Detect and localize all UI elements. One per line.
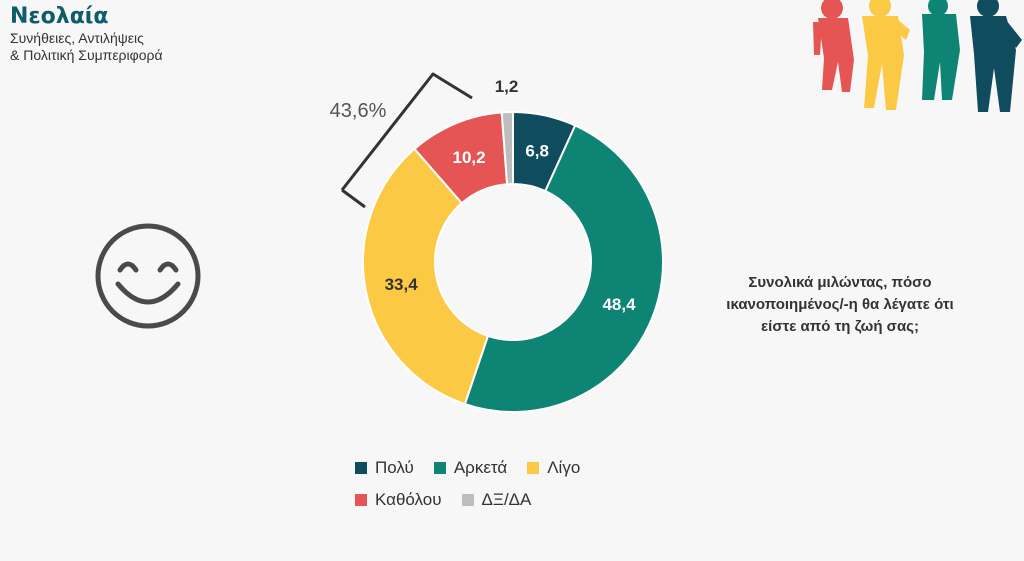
silhouette-yellow: [862, 0, 910, 110]
legend-item-arketa: Αρκετά: [433, 458, 508, 478]
slice-arketa: [463, 124, 665, 413]
legend-item-ligo: Λίγο: [527, 458, 580, 478]
legend: Πολύ Αρκετά Λίγο Καθόλου ΔΞ/ΔΑ: [355, 452, 580, 516]
legend-item-dxda: ΔΞ/ΔΑ: [461, 490, 532, 510]
silhouette-green: [922, 0, 960, 100]
legend-swatch: [433, 462, 446, 474]
bracket-annotation: [340, 72, 473, 209]
legend-row-1: Πολύ Αρκετά Λίγο: [355, 452, 580, 484]
legend-label: Καθόλου: [375, 490, 442, 509]
brand-title: Νεολαία: [10, 4, 109, 29]
data-label-dxda: 1,2: [495, 77, 519, 96]
survey-question: Συνολικά μιλώντας, πόσο ικανοποιημένος/-…: [726, 274, 954, 335]
bracket-label: 43,6%: [330, 100, 387, 122]
silhouette-red: [813, 0, 854, 92]
silhouette-teal: [970, 0, 1022, 112]
legend-row-2: Καθόλου ΔΞ/ΔΑ: [355, 484, 580, 516]
data-label-polu: 6,8: [525, 142, 549, 161]
legend-swatch: [355, 494, 367, 506]
legend-swatch: [461, 494, 474, 506]
legend-swatch: [355, 462, 367, 474]
legend-swatch: [527, 462, 540, 474]
legend-item-polu: Πολύ: [355, 458, 414, 478]
data-label-arketa: 48,4: [602, 295, 636, 314]
legend-label: ΔΞ/ΔΑ: [481, 490, 532, 509]
legend-label: Αρκετά: [453, 458, 508, 477]
brand-subtitle-1: Συνήθειες, Αντιλήψεις: [10, 30, 144, 46]
legend-item-katholou: Καθόλου: [355, 490, 442, 510]
brand: Νεολαία Συνήθειες, Αντιλήψεις & Πολιτική…: [10, 4, 163, 64]
youth-silhouettes-illustration: [813, 0, 1022, 112]
slice-ligo: [362, 147, 490, 406]
data-label-katholou: 10,2: [452, 148, 485, 167]
slice-dxda: [500, 110, 514, 186]
legend-label: Λίγο: [547, 458, 581, 477]
legend-label: Πολύ: [375, 458, 414, 477]
smiley-face-icon: [95, 223, 201, 329]
data-label-ligo: 33,4: [385, 275, 419, 294]
brand-subtitle-2: & Πολιτική Συμπεριφορά: [10, 47, 163, 63]
